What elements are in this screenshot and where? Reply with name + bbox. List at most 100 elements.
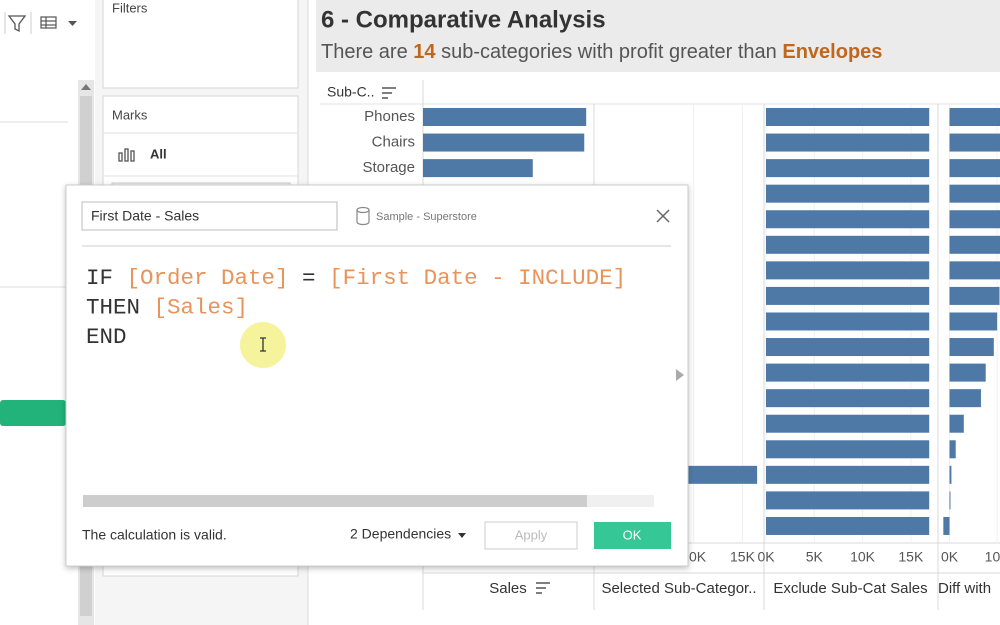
bar — [949, 133, 1000, 152]
expand-arrow[interactable] — [676, 369, 684, 381]
apply-label[interactable]: Apply — [515, 527, 548, 542]
x-tick-label: 10K — [985, 549, 1000, 565]
bar — [949, 261, 1000, 280]
text-cursor — [260, 337, 266, 352]
column-header: Selected Sub-Categor.. — [601, 580, 756, 597]
bar — [766, 235, 930, 254]
marks-all[interactable]: All — [150, 146, 167, 161]
x-tick-label: 5K — [806, 549, 824, 565]
dialog-box — [65, 184, 689, 567]
bar — [949, 210, 1000, 229]
bar — [766, 389, 930, 408]
bar — [949, 108, 1000, 126]
bar — [949, 159, 1000, 178]
calc-dialog: First Date - Sales Sample - Superstore I… — [65, 184, 689, 567]
ok-button[interactable] — [594, 522, 671, 549]
bar — [766, 261, 930, 280]
code-token: [First Date - INCLUDE] — [329, 265, 626, 291]
code-editor[interactable]: IF [Order Date] = [First Date - INCLUDE]… — [86, 265, 626, 350]
bar — [766, 108, 930, 126]
view-subtitle: There are 14 sub-categories with profit … — [321, 41, 882, 63]
bar — [766, 440, 930, 459]
code-line: IF [Order Date] = [First Date - INCLUDE] — [86, 265, 626, 291]
dependencies-arrow[interactable] — [458, 533, 466, 538]
marks-label: Marks — [112, 107, 148, 122]
column-header: Diff with — [938, 580, 991, 597]
sort-icon — [382, 87, 396, 99]
code-token: THEN — [86, 294, 154, 320]
bar — [766, 338, 930, 357]
bar — [766, 465, 930, 484]
x-tick-label: 15K — [730, 549, 756, 565]
bar — [949, 389, 981, 408]
bar — [766, 516, 930, 535]
x-tick-label: 15K — [898, 549, 924, 565]
subtitle-part: Envelopes — [782, 41, 882, 63]
marks-icon — [118, 148, 135, 162]
bar — [949, 338, 994, 357]
filters-label: Filters — [112, 0, 148, 15]
bar — [949, 286, 1000, 305]
close-button[interactable] — [656, 209, 670, 223]
bar — [949, 363, 986, 382]
code-token: [Order Date] — [127, 265, 289, 291]
bar — [766, 133, 930, 152]
bar — [766, 414, 930, 433]
data-source: Sample - Superstore — [376, 211, 477, 223]
bar — [949, 440, 956, 459]
green-pill[interactable] — [0, 400, 66, 426]
grid-icon[interactable] — [40, 16, 57, 29]
code-token: = — [289, 265, 330, 291]
bar — [766, 312, 930, 331]
ok-label[interactable]: OK — [623, 527, 642, 542]
row-header: Sub-C.. — [327, 84, 374, 100]
bar — [766, 184, 930, 203]
row-label: Chairs — [372, 134, 415, 151]
bar — [766, 491, 930, 510]
bar — [766, 159, 930, 178]
code-token: [Sales] — [154, 294, 249, 320]
dropdown-arrow[interactable] — [68, 21, 77, 26]
code-token: IF — [86, 265, 127, 291]
h-scrollbar-thumb[interactable] — [83, 495, 587, 507]
subtitle-part: 14 — [413, 41, 436, 63]
db-icon — [356, 206, 370, 226]
chart: Sub-C.. Phones Chairs Storage Sales 10K 15K Sel… — [320, 80, 1000, 610]
bar — [949, 312, 998, 331]
code-line: THEN [Sales] — [86, 294, 248, 320]
bar — [949, 491, 951, 510]
bar — [949, 235, 1000, 254]
subtitle-part: sub-categories with profit greater than — [436, 41, 783, 63]
bar — [766, 286, 930, 305]
scroll-up[interactable] — [81, 84, 91, 90]
calc-name[interactable]: First Date - Sales — [91, 208, 199, 224]
code-token: END — [86, 324, 127, 350]
column-header: Sales — [489, 580, 527, 597]
bar — [423, 159, 533, 178]
filters-card[interactable] — [102, 0, 299, 89]
title-area — [316, 0, 1000, 72]
x-tick-label: 0K — [757, 549, 775, 565]
x-tick-label: 10K — [850, 549, 876, 565]
filter-icon[interactable] — [7, 15, 27, 33]
bar — [766, 210, 930, 229]
apply-button[interactable] — [484, 521, 578, 550]
bar — [949, 465, 952, 484]
bar — [949, 414, 964, 433]
x-tick-label: 0K — [941, 549, 959, 565]
status: The calculation is valid. — [82, 527, 227, 543]
view-title: 6 - Comparative Analysis — [321, 6, 606, 33]
bar — [766, 363, 930, 382]
bar — [423, 108, 587, 126]
bar — [423, 133, 585, 152]
bar — [943, 516, 950, 535]
subtitle-part: There are — [321, 41, 413, 63]
bar — [949, 184, 1000, 203]
sort-icon — [536, 582, 550, 594]
column-header: Exclude Sub-Cat Sales — [773, 580, 927, 597]
dependencies[interactable]: 2 Dependencies — [350, 526, 451, 542]
row-label: Phones — [364, 108, 415, 125]
name-field[interactable] — [81, 201, 338, 231]
